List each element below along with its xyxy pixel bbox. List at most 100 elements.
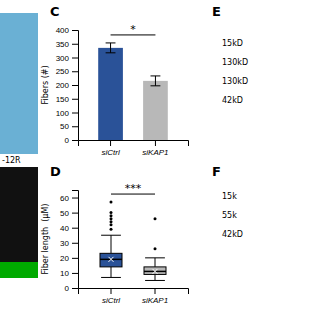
marker-label: 130kD xyxy=(222,77,248,86)
y-tick-mark xyxy=(72,30,78,31)
x-tick-mark xyxy=(111,288,112,294)
box-body xyxy=(144,267,166,275)
y-tick: 300 xyxy=(56,54,78,63)
outlier xyxy=(110,217,113,220)
image-blue xyxy=(0,13,38,154)
y-tick-label: 150 xyxy=(56,95,70,104)
y-tick: 100 xyxy=(56,109,78,118)
cap-low xyxy=(101,277,121,278)
y-tick: 30 xyxy=(60,239,78,248)
y-tick-label: 0 xyxy=(65,284,70,293)
significance: *** xyxy=(125,182,142,195)
y-axis-line xyxy=(72,191,79,289)
marker-label: 130kD xyxy=(222,58,248,67)
y-axis: 0 50 100 150 200 250 300 350 400 xyxy=(56,26,79,145)
y-tick-mark xyxy=(72,85,78,86)
outlier xyxy=(154,217,157,220)
y-tick-label: 250 xyxy=(56,67,70,76)
y-tick-label: 50 xyxy=(60,209,69,218)
chart-title: C xyxy=(50,4,60,19)
marker-label: 55k xyxy=(222,211,237,220)
x-tick-label: siKAP1 xyxy=(142,148,168,157)
figure: 050100150200250300350400siCtrlsiKAP1Fibe… xyxy=(0,0,320,320)
plot-area xyxy=(100,201,166,281)
y-tick-mark xyxy=(72,198,78,199)
panel-label: E xyxy=(212,4,221,19)
x-tick-mark xyxy=(155,140,156,146)
y-axis: 0 10 20 30 40 50 60 xyxy=(60,191,78,294)
x-tick-mark xyxy=(155,288,156,294)
box-body xyxy=(100,253,122,267)
x-tick: siKAP1 xyxy=(142,288,168,305)
outlier xyxy=(110,220,113,223)
y-tick: 50 xyxy=(60,122,78,131)
y-tick-mark xyxy=(72,99,78,100)
y-tick: 10 xyxy=(60,269,78,278)
x-tick-label: siCtrl xyxy=(102,296,120,305)
y-tick: 60 xyxy=(60,194,78,203)
marker-label: 15kD xyxy=(222,39,243,48)
x-tick-mark xyxy=(110,140,111,146)
y-tick-mark xyxy=(72,113,78,114)
y-tick-mark xyxy=(72,71,78,72)
image-panel xyxy=(0,13,38,278)
y-tick-mark xyxy=(72,258,78,259)
x-axis: siCtrl siKAP1 xyxy=(79,288,189,305)
x-tick: siCtrl xyxy=(101,140,119,157)
y-tick: 250 xyxy=(56,67,78,76)
outlier xyxy=(110,214,113,217)
bar xyxy=(143,81,168,140)
y-tick-label: 20 xyxy=(60,254,69,263)
cap-high xyxy=(145,257,165,258)
y-tick-mark xyxy=(72,288,78,289)
y-tick-label: 60 xyxy=(60,194,69,203)
median-marker xyxy=(153,269,158,274)
y-tick: 400 xyxy=(56,26,78,35)
outlier xyxy=(110,201,113,204)
cap-low xyxy=(145,280,165,281)
y-tick-mark xyxy=(72,126,78,127)
image-label: -12R xyxy=(2,156,21,165)
box xyxy=(100,201,122,278)
y-tick-mark xyxy=(72,44,78,45)
whisker-high xyxy=(111,235,112,253)
y-tick-label: 10 xyxy=(60,269,69,278)
y-axis-title: Fiber length (µM) xyxy=(41,204,50,275)
y-tick-label: 200 xyxy=(56,81,70,90)
outlier xyxy=(154,247,157,250)
y-tick: 0 xyxy=(65,284,78,293)
outlier xyxy=(110,211,113,214)
y-tick-mark xyxy=(72,273,78,274)
y-tick-label: 0 xyxy=(65,136,70,145)
x-axis-line xyxy=(79,289,189,295)
marker-label: 42kD xyxy=(222,96,243,105)
bar xyxy=(98,48,123,140)
y-axis-title: Fibers (#) xyxy=(41,65,50,104)
bar-chart: 0 50 100 150 200 250 300 350 400 siCtrl siKAP1 Fibe… xyxy=(41,4,189,157)
x-tick-label: siKAP1 xyxy=(142,296,168,305)
box xyxy=(144,217,166,280)
significance: * xyxy=(130,23,136,36)
y-tick-label: 30 xyxy=(60,239,69,248)
y-tick: 20 xyxy=(60,254,78,263)
y-tick-label: 40 xyxy=(60,224,69,233)
whisker-low xyxy=(111,267,112,278)
error-bar xyxy=(151,76,161,86)
y-tick-mark xyxy=(72,58,78,59)
y-tick-label: 300 xyxy=(56,54,70,63)
x-axis-line xyxy=(79,141,189,147)
y-tick: 50 xyxy=(60,209,78,218)
x-tick: siCtrl xyxy=(102,288,120,305)
y-tick: 150 xyxy=(56,95,78,104)
y-tick-label: 100 xyxy=(56,109,70,118)
y-tick-label: 50 xyxy=(60,122,69,131)
whisker-low xyxy=(155,274,156,280)
image-black xyxy=(0,167,38,262)
y-tick-label: 350 xyxy=(56,40,70,49)
y-tick: 0 xyxy=(65,136,78,145)
cap-high xyxy=(101,235,121,236)
marker-label: 15k xyxy=(222,192,237,201)
y-tick-mark xyxy=(72,140,78,141)
error-bar xyxy=(106,43,116,53)
y-tick-label: 400 xyxy=(56,26,70,35)
